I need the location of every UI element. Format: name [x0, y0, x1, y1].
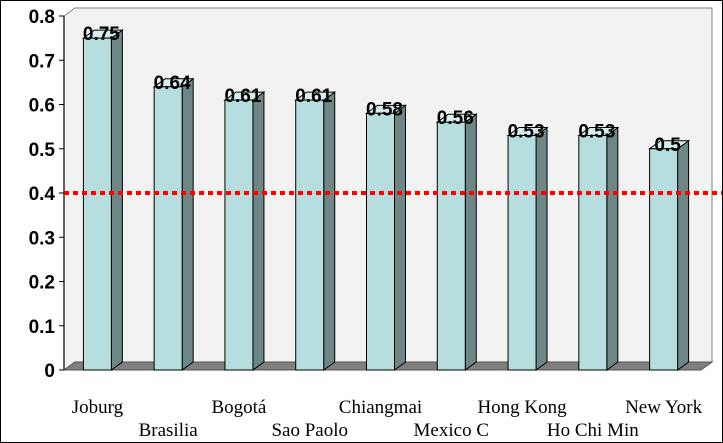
y-tick-label: 0.2 [29, 273, 55, 294]
data-label: 0.64 [154, 73, 191, 94]
bar-side [535, 126, 548, 371]
data-label: 0.75 [83, 24, 120, 45]
y-tick-label: 0 [44, 361, 55, 382]
y-tick-label: 0.1 [29, 317, 56, 338]
bar [578, 134, 608, 371]
bar-side [110, 29, 123, 371]
bar-side [606, 126, 619, 371]
bar-side [464, 113, 477, 371]
bar-side [677, 139, 690, 371]
y-tick-label: 0.3 [29, 228, 55, 249]
data-label: 0.61 [295, 86, 332, 107]
y-tick-label: 0.6 [29, 96, 55, 117]
bar [649, 148, 679, 371]
x-category-label: Sao Paolo [271, 420, 348, 441]
bar-side [252, 91, 265, 371]
x-category-label: Mexico C [414, 420, 489, 441]
x-category-label: Joburg [72, 397, 124, 418]
data-label: 0.56 [437, 108, 474, 129]
x-category-label: Hong Kong [477, 397, 567, 418]
bar [295, 99, 325, 371]
data-label: 0.53 [578, 121, 615, 142]
y-tick-label: 0.7 [29, 51, 55, 72]
y-tick-label: 0.5 [29, 140, 56, 161]
bar [366, 112, 395, 371]
bar [436, 121, 466, 371]
bar [224, 99, 254, 371]
x-category-label: Brasilia [139, 420, 199, 441]
x-category-label: Bogotá [211, 397, 266, 418]
bar-side [181, 77, 194, 371]
data-label: 0.53 [508, 121, 545, 142]
data-label: 0.5 [654, 135, 681, 156]
x-category-label: Ho Chi Min [547, 420, 639, 441]
x-category-label: Chiangmai [339, 397, 422, 418]
data-label: 0.61 [224, 86, 261, 107]
y-tick-label: 0.4 [29, 184, 56, 205]
bar [507, 134, 537, 371]
bar-side [323, 91, 336, 371]
bar [82, 37, 112, 371]
x-category-label: New York [625, 397, 703, 418]
data-label: 0.58 [366, 99, 403, 120]
bar [153, 86, 183, 371]
y-tick-label: 0.8 [29, 7, 55, 28]
bar-side [394, 104, 406, 371]
